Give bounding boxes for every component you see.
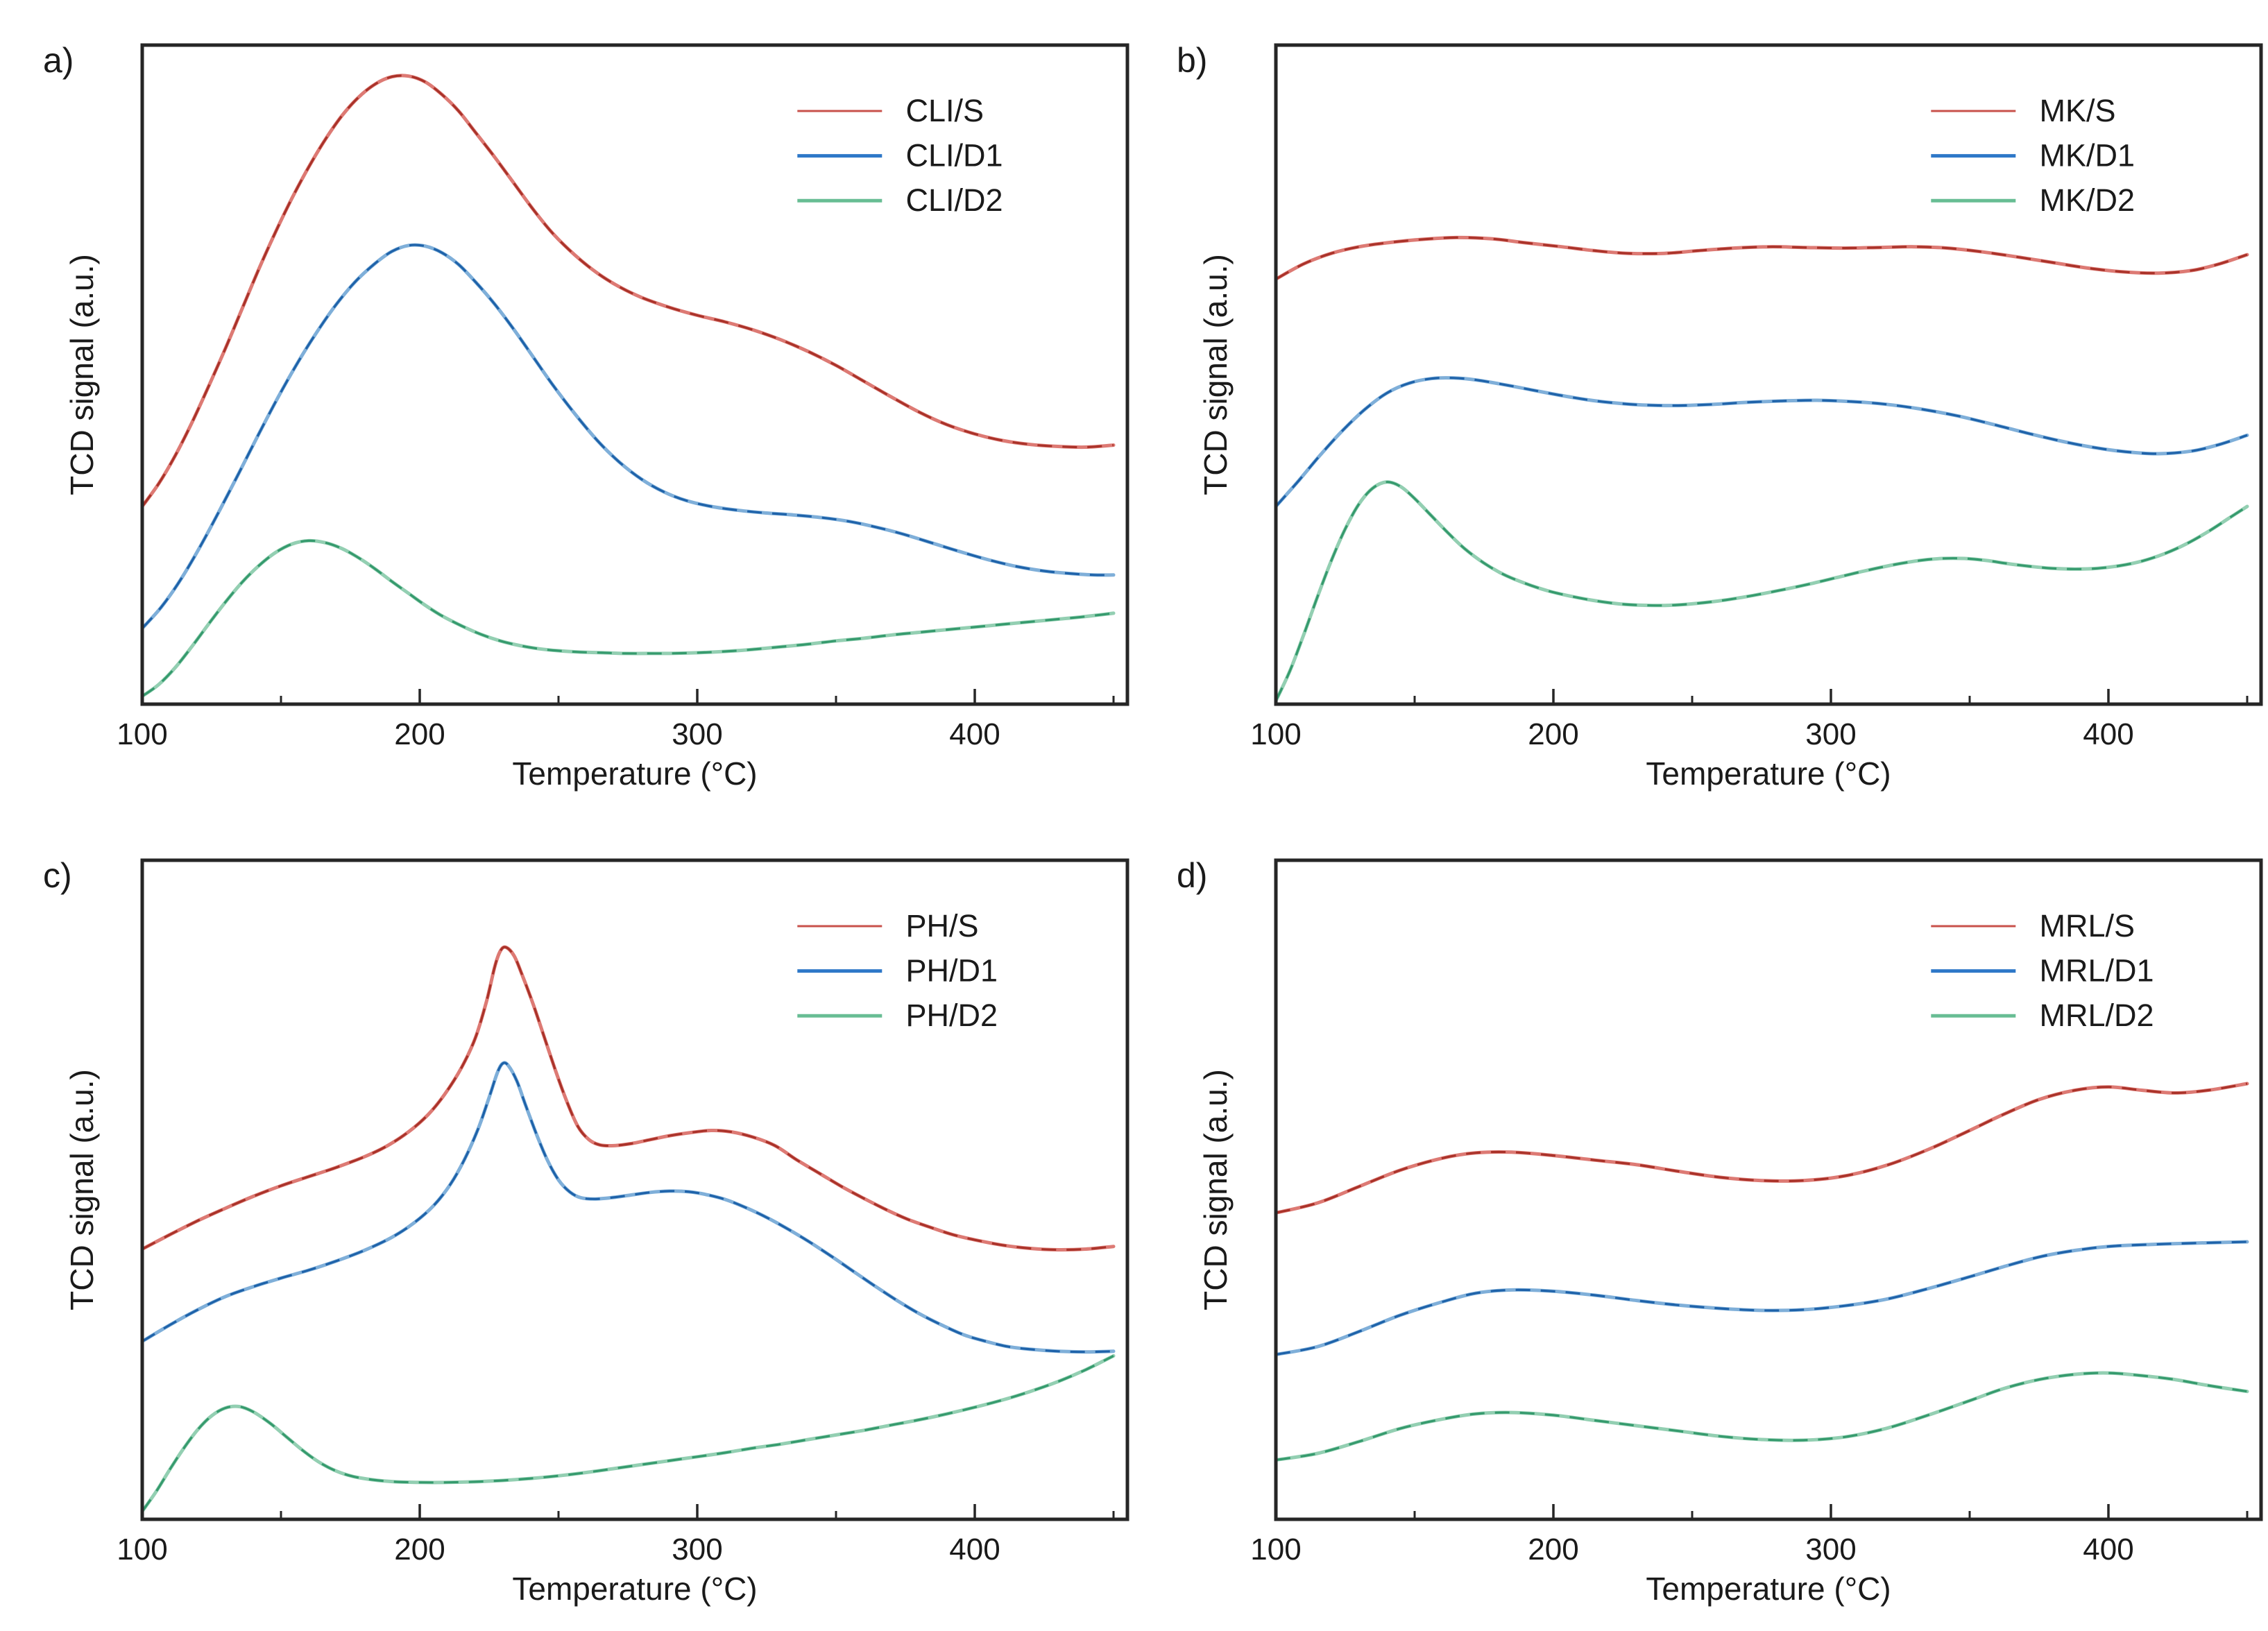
x-axis-label: Temperature (°C) bbox=[512, 755, 758, 792]
legend-label: MK/D2 bbox=[2040, 182, 2135, 218]
x-tick-label: 200 bbox=[1528, 1532, 1578, 1566]
curve-base-PH/D1 bbox=[142, 1061, 1116, 1354]
plot-border bbox=[1274, 858, 2263, 1521]
x-tick-label: 300 bbox=[672, 1532, 722, 1566]
curve-MRL/S bbox=[1276, 1082, 2248, 1214]
x-tick-label: 400 bbox=[2083, 1532, 2133, 1566]
x-tick-label: 200 bbox=[394, 717, 445, 751]
y-axis-label: TCD signal (a.u.) bbox=[1197, 254, 1234, 495]
curve-base-CLI/D2 bbox=[142, 538, 1116, 699]
x-axis-label: Temperature (°C) bbox=[1646, 755, 1891, 792]
legend-label: CLI/D2 bbox=[906, 182, 1003, 218]
legend-item-MRL/S: MRL/S bbox=[1931, 908, 2135, 943]
x-tick-label: 300 bbox=[1805, 1532, 1856, 1566]
panel-letter: b) bbox=[1177, 41, 1208, 80]
plot-svg: 100 200 300 400 PH/S PH/D1 PH/D2 bbox=[117, 858, 1129, 1566]
curve-MRL/D1 bbox=[1276, 1240, 2248, 1356]
curve-base-CLI/D1 bbox=[142, 243, 1116, 631]
curve-PH/S bbox=[142, 946, 1114, 1252]
legend-item-MK/D1: MK/D1 bbox=[1931, 138, 2135, 173]
plot-svg: 100 200 300 400 MRL/S MRL/D1 MRL/D2 bbox=[1250, 858, 2263, 1566]
curve-base-MK/S bbox=[1276, 235, 2249, 281]
legend-label: MRL/S bbox=[2040, 908, 2135, 943]
x-tick-label: 300 bbox=[1805, 717, 1856, 751]
curve-CLI/S bbox=[142, 74, 1114, 507]
plot-border bbox=[140, 43, 1129, 706]
x-tick-label: 100 bbox=[117, 1532, 167, 1566]
curve-PH/D1 bbox=[142, 1061, 1114, 1354]
curve-CLI/D1 bbox=[142, 244, 1114, 629]
curves-group bbox=[142, 74, 1116, 699]
panel-b: b) TCD signal (a.u.) 100 200 300 400 MK/S MK/… bbox=[1134, 0, 2268, 816]
x-axis-label: Temperature (°C) bbox=[1646, 1571, 1891, 1607]
x-tick-label: 300 bbox=[672, 717, 722, 751]
x-tick-label: 400 bbox=[949, 1532, 1000, 1566]
legend-label: PH/D2 bbox=[906, 998, 998, 1033]
panel-letter: d) bbox=[1177, 856, 1208, 895]
curve-base-PH/D2 bbox=[142, 1354, 1116, 1514]
x-tick-label: 200 bbox=[394, 1532, 445, 1566]
curve-base-PH/S bbox=[142, 945, 1116, 1252]
legend-label: MK/S bbox=[2040, 93, 2116, 128]
plot-svg: 100 200 300 400 MK/S MK/D1 MK/D2 bbox=[1250, 43, 2263, 751]
plot-border bbox=[140, 858, 1129, 1521]
plot-border bbox=[1274, 43, 2263, 706]
x-tick-label: 100 bbox=[1250, 717, 1301, 751]
curve-base-MK/D1 bbox=[1276, 376, 2249, 509]
panel-a: a) TCD signal (a.u.) 100 200 300 400 CLI/S CL… bbox=[0, 0, 1134, 816]
curve-MRL/D2 bbox=[1276, 1372, 2248, 1462]
legend-item-MRL/D2: MRL/D2 bbox=[1931, 998, 2154, 1033]
curve-CLI/D2 bbox=[142, 539, 1114, 697]
panel-d: d) TCD signal (a.u.) 100 200 300 400 MRL/S MR… bbox=[1134, 815, 2268, 1631]
curve-MK/D2 bbox=[1276, 481, 2248, 701]
legend-item-MK/S: MK/S bbox=[1931, 93, 2116, 128]
legend-item-MRL/D1: MRL/D1 bbox=[1931, 953, 2154, 989]
legend-item-CLI/S: CLI/S bbox=[797, 93, 984, 128]
x-tick-label: 400 bbox=[2083, 717, 2133, 751]
legend-label: MRL/D1 bbox=[2040, 953, 2154, 989]
curve-base-MK/D2 bbox=[1276, 480, 2249, 703]
legend-label: MK/D1 bbox=[2040, 138, 2135, 173]
legend-item-PH/S: PH/S bbox=[797, 908, 979, 943]
x-axis-label: Temperature (°C) bbox=[512, 1571, 758, 1607]
legend-label: CLI/S bbox=[906, 93, 984, 128]
panel-letter: c) bbox=[43, 856, 72, 895]
curve-MK/D1 bbox=[1276, 376, 2248, 508]
y-axis-label: TCD signal (a.u.) bbox=[1197, 1069, 1234, 1310]
legend-label: PH/D1 bbox=[906, 953, 998, 989]
legend-label: CLI/D1 bbox=[906, 138, 1003, 173]
legend-item-PH/D2: PH/D2 bbox=[797, 998, 998, 1033]
legend-label: PH/S bbox=[906, 908, 979, 943]
legend-label: MRL/D2 bbox=[2040, 998, 2154, 1033]
legend-item-CLI/D2: CLI/D2 bbox=[797, 182, 1003, 218]
panel-c: c) TCD signal (a.u.) 100 200 300 400 PH/S PH/… bbox=[0, 815, 1134, 1631]
curves-group bbox=[1276, 235, 2249, 703]
x-tick-label: 200 bbox=[1528, 717, 1578, 751]
legend-item-PH/D1: PH/D1 bbox=[797, 953, 998, 989]
plot-svg: 100 200 300 400 CLI/S CLI/D1 CLI/D2 bbox=[117, 43, 1129, 751]
panel-letter: a) bbox=[43, 41, 74, 80]
curve-base-MRL/D1 bbox=[1276, 1240, 2249, 1356]
y-axis-label: TCD signal (a.u.) bbox=[64, 1069, 100, 1310]
curve-PH/D2 bbox=[142, 1354, 1114, 1512]
curves-group bbox=[142, 945, 1116, 1514]
x-tick-label: 100 bbox=[117, 717, 167, 751]
y-axis-label: TCD signal (a.u.) bbox=[64, 254, 100, 495]
x-tick-label: 400 bbox=[949, 717, 1000, 751]
curve-base-MRL/S bbox=[1276, 1082, 2249, 1215]
legend-item-MK/D2: MK/D2 bbox=[1931, 182, 2135, 218]
curve-MK/S bbox=[1276, 236, 2248, 280]
legend-item-CLI/D1: CLI/D1 bbox=[797, 138, 1003, 173]
x-tick-label: 100 bbox=[1250, 1532, 1301, 1566]
curves-group bbox=[1276, 1082, 2249, 1462]
curve-base-MRL/D2 bbox=[1276, 1371, 2249, 1462]
